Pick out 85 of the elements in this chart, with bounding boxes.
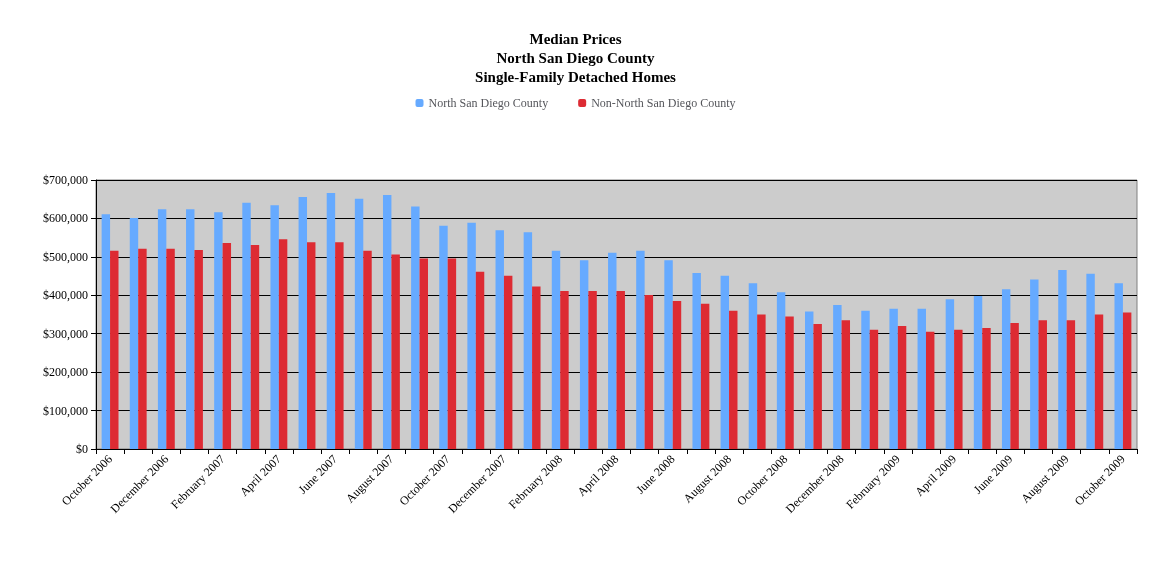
bar xyxy=(579,260,589,449)
bar xyxy=(945,299,955,449)
bar xyxy=(382,194,392,449)
bar xyxy=(748,283,758,449)
bar xyxy=(616,291,625,449)
bar xyxy=(1122,312,1132,449)
y-tick-label: $300,000 xyxy=(43,326,88,341)
y-tick-label: $100,000 xyxy=(43,403,88,418)
y-tick-label: $400,000 xyxy=(43,288,88,303)
bar xyxy=(1030,279,1039,449)
bar xyxy=(664,260,673,449)
bar xyxy=(1010,322,1019,449)
bar xyxy=(805,311,814,449)
bar xyxy=(101,214,111,449)
bar xyxy=(925,331,935,449)
bar xyxy=(495,230,504,449)
bar xyxy=(785,316,794,449)
chart-title: Median Prices North San Diego County Single-Family Detached Homes xyxy=(475,30,677,85)
bar xyxy=(214,212,223,449)
y-tick-label: $700,000 xyxy=(43,173,88,187)
y-tick-label: $0 xyxy=(76,442,88,456)
bar xyxy=(523,232,533,449)
bar xyxy=(861,310,870,449)
bar xyxy=(242,202,251,449)
bar xyxy=(729,310,738,449)
bar xyxy=(110,250,119,449)
bar xyxy=(897,326,907,449)
bar xyxy=(326,193,336,449)
bar xyxy=(1001,289,1011,449)
bar xyxy=(194,249,203,449)
bar xyxy=(307,242,316,449)
bar xyxy=(757,314,766,449)
bar xyxy=(889,308,898,449)
bar xyxy=(954,329,963,449)
bar xyxy=(354,198,364,449)
bar xyxy=(917,308,926,449)
bar xyxy=(813,324,822,449)
bar xyxy=(475,271,485,449)
y-tick-label: $200,000 xyxy=(43,365,88,380)
bar xyxy=(270,205,279,449)
bar xyxy=(1094,314,1104,449)
bar xyxy=(692,273,701,449)
bar xyxy=(1038,320,1047,449)
bar xyxy=(1086,273,1095,449)
bar xyxy=(720,275,730,449)
bar xyxy=(278,239,288,449)
bar xyxy=(588,291,597,449)
bar xyxy=(532,286,541,449)
bar xyxy=(166,248,175,449)
bar xyxy=(391,254,400,449)
bar xyxy=(186,209,195,449)
bar xyxy=(636,250,645,449)
bar xyxy=(1114,283,1123,449)
bar xyxy=(503,275,513,449)
legend-label: Non-North San Diego County xyxy=(591,96,736,110)
bar xyxy=(1058,269,1067,449)
bar xyxy=(973,296,983,449)
bar xyxy=(833,304,842,449)
bar xyxy=(129,218,139,449)
bar xyxy=(419,258,428,449)
bar xyxy=(222,243,232,449)
y-tick-label: $500,000 xyxy=(43,249,88,264)
legend-label: North San Diego County xyxy=(428,96,549,110)
bar xyxy=(644,294,654,449)
bar xyxy=(447,258,457,449)
bar xyxy=(1066,320,1076,449)
bar xyxy=(700,303,710,449)
bar xyxy=(869,329,879,449)
bar xyxy=(467,222,476,449)
bar xyxy=(776,292,786,449)
bar xyxy=(672,301,682,449)
bar xyxy=(841,320,851,449)
bar xyxy=(608,252,617,449)
bar xyxy=(250,244,260,449)
bar xyxy=(335,242,344,449)
bar xyxy=(363,250,372,449)
bar xyxy=(982,327,991,449)
bar xyxy=(560,291,569,449)
bar xyxy=(138,248,147,449)
bar xyxy=(298,196,308,449)
y-tick-label: $600,000 xyxy=(43,211,88,226)
bar xyxy=(157,209,167,449)
bar xyxy=(551,250,561,449)
bar xyxy=(411,206,420,449)
bar xyxy=(439,225,448,449)
